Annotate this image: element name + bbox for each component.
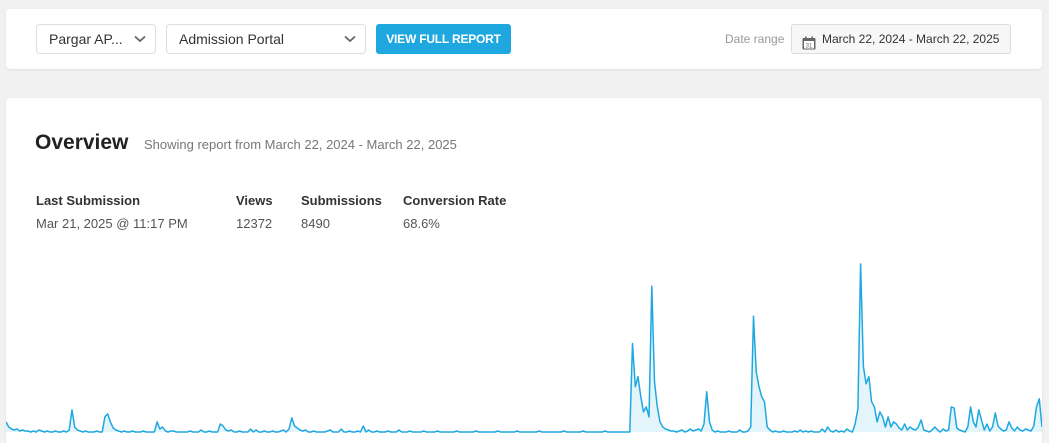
submissions-chart xyxy=(6,263,1042,433)
stat-value: 68.6% xyxy=(403,216,440,231)
chevron-down-icon xyxy=(133,25,147,53)
date-range-label: Date range xyxy=(725,32,785,46)
stat-views: Views 12372 xyxy=(236,193,273,231)
stat-label: Last Submission xyxy=(36,193,141,208)
stat-value: 8490 xyxy=(301,216,330,231)
portal-select-value: Admission Portal xyxy=(179,31,285,47)
stat-value: 12372 xyxy=(236,216,273,231)
chart-series-line xyxy=(6,263,1042,433)
date-range-picker[interactable]: 31 March 22, 2024 - March 22, 2025 xyxy=(791,24,1011,54)
form-select-value: Pargar AP... xyxy=(49,31,123,47)
form-select[interactable]: Pargar AP... xyxy=(36,24,156,54)
overview-panel: Overview Showing report from March 22, 2… xyxy=(6,98,1042,443)
stat-conversion-rate: Conversion Rate 68.6% xyxy=(403,193,506,231)
calendar-icon: 31 xyxy=(802,32,816,50)
overview-title: Overview xyxy=(35,131,129,154)
stat-label: Conversion Rate xyxy=(403,193,507,208)
stat-label: Views xyxy=(236,193,273,208)
view-full-report-button[interactable]: VIEW FULL REPORT xyxy=(376,24,511,54)
chevron-down-icon xyxy=(343,25,357,53)
stat-label: Submissions xyxy=(301,193,382,208)
calendar-day-text: 31 xyxy=(806,44,813,50)
date-range-value: March 22, 2024 - March 22, 2025 xyxy=(822,32,1000,46)
stat-submissions: Submissions 8490 xyxy=(301,193,382,231)
chart-area-fill xyxy=(6,264,1042,432)
stat-value: Mar 21, 2025 @ 11:17 PM xyxy=(36,216,188,231)
portal-select[interactable]: Admission Portal xyxy=(166,24,366,54)
overview-subtitle: Showing report from March 22, 2024 - Mar… xyxy=(144,137,457,152)
filter-toolbar: Pargar AP... Admission Portal VIEW FULL … xyxy=(6,9,1042,69)
stat-last-submission: Last Submission Mar 21, 2025 @ 11:17 PM xyxy=(36,193,188,231)
